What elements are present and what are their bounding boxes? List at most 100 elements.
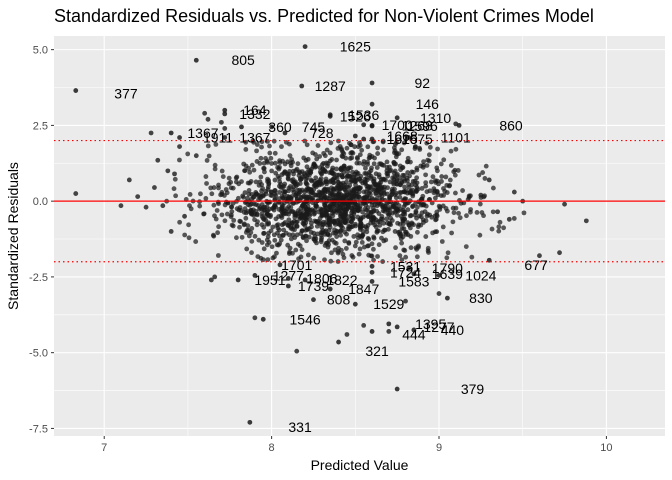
scatter-point (406, 185, 412, 190)
scatter-point (202, 110, 208, 116)
point-label: 1287 (315, 78, 346, 94)
point-label: 1310 (420, 110, 451, 126)
scatter-point (414, 165, 420, 171)
point-label: 1639 (432, 266, 463, 282)
scatter-point (439, 179, 444, 184)
y-tick-label: 2.5 (33, 120, 48, 132)
scatter-point (219, 191, 225, 197)
scatter-point (354, 171, 360, 177)
scatter-point (413, 201, 418, 206)
scatter-point (368, 217, 374, 223)
scatter-point (249, 250, 254, 256)
scatter-point (378, 179, 384, 185)
scatter-point (383, 177, 388, 183)
scatter-point (353, 186, 358, 192)
scatter-point (249, 238, 255, 244)
scatter-point (204, 158, 210, 163)
scatter-point (272, 177, 278, 183)
scatter-point (252, 217, 257, 223)
scatter-point (373, 171, 379, 177)
scatter-point (381, 147, 386, 153)
scatter-point (392, 168, 398, 174)
scatter-point (388, 222, 394, 228)
scatter-point (287, 153, 293, 159)
scatter-point (267, 143, 272, 149)
point-label: 1806 (306, 270, 337, 286)
scatter-point (291, 171, 296, 177)
scatter-point (430, 230, 436, 236)
x-tick-label: 7 (101, 442, 107, 454)
scatter-point (201, 211, 207, 217)
scatter-point (304, 164, 310, 170)
scatter-point (331, 186, 337, 192)
scatter-point (401, 226, 407, 232)
scatter-point (479, 210, 485, 215)
point-label: 1024 (465, 267, 496, 283)
scatter-point (286, 221, 292, 227)
scatter-point (254, 148, 259, 154)
scatter-point (155, 157, 161, 163)
scatter-point (303, 187, 309, 193)
scatter-point (231, 217, 237, 223)
scatter-point (351, 234, 357, 239)
scatter-point (258, 195, 263, 201)
scatter-point (244, 246, 250, 252)
scatter-point (318, 195, 324, 201)
scatter-point (344, 145, 350, 151)
point-label: 1724 (390, 264, 421, 280)
scatter-point (304, 238, 309, 244)
scatter-point (380, 204, 386, 210)
scatter-point (399, 257, 405, 263)
scatter-point (435, 146, 440, 152)
scatter-point (334, 157, 339, 163)
outlier-point (247, 419, 253, 425)
scatter-point (407, 173, 412, 179)
scatter-point (496, 224, 502, 230)
scatter-point (288, 163, 294, 169)
point-label: 1531 (390, 258, 421, 274)
scatter-point (177, 157, 182, 163)
scatter-point (204, 181, 209, 186)
scatter-point (439, 239, 445, 244)
scatter-point (328, 207, 333, 213)
scatter-point (292, 227, 297, 233)
scatter-point (265, 208, 271, 214)
scatter-point (310, 150, 316, 156)
scatter-point (355, 144, 361, 150)
scatter-point (342, 206, 347, 212)
outlier-point (369, 279, 375, 284)
scatter-point (357, 225, 363, 231)
scatter-point (361, 322, 367, 328)
scatter-point (310, 195, 316, 201)
scatter-point (335, 179, 341, 185)
scatter-point (349, 205, 355, 211)
point-label: 146 (416, 96, 440, 112)
scatter-point (327, 190, 333, 196)
scatter-point (391, 181, 397, 187)
scatter-point (334, 234, 340, 239)
scatter-point (215, 230, 221, 236)
scatter-point (234, 235, 239, 241)
outlier-point (235, 277, 241, 283)
scatter-point (403, 254, 409, 260)
scatter-point (453, 146, 459, 152)
scatter-point (311, 255, 317, 261)
outlier-point (352, 133, 358, 139)
outlier-point (369, 123, 375, 129)
scatter-point (397, 253, 403, 259)
scatter-point (295, 161, 301, 167)
scatter-point (347, 189, 353, 195)
scatter-point (171, 186, 177, 192)
scatter-point (263, 156, 268, 161)
scatter-point (369, 154, 375, 159)
x-tick-label: 8 (269, 442, 275, 454)
scatter-point (483, 163, 489, 169)
scatter-point (327, 219, 332, 225)
scatter-point (401, 140, 407, 146)
scatter-point (360, 229, 366, 234)
scatter-point (334, 210, 340, 215)
scatter-point (262, 204, 268, 210)
scatter-point (408, 245, 414, 251)
scatter-point (415, 229, 420, 235)
outlier-point (302, 277, 308, 283)
